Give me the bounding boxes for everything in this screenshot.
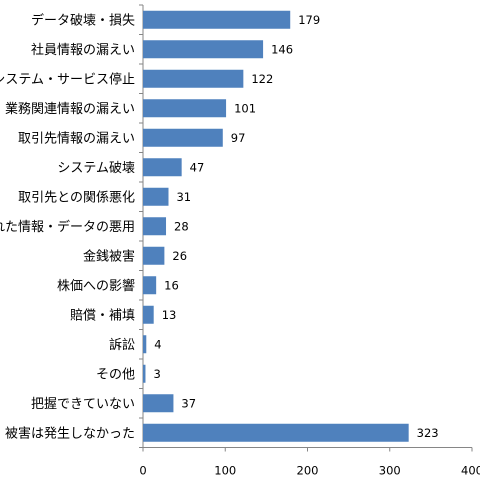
value-label: 26 xyxy=(172,249,187,263)
bar xyxy=(143,364,146,383)
value-label: 16 xyxy=(164,278,179,292)
value-label: 179 xyxy=(298,13,320,27)
value-labels: 179 146 122 101 97 47 31 28 26 16 13 4 3 37 323 xyxy=(153,13,438,440)
category-label: システム・サービス停止 xyxy=(0,71,135,87)
value-label: 31 xyxy=(176,190,191,204)
bar xyxy=(143,276,157,295)
category-label: システム破壊 xyxy=(57,161,135,176)
category-label: 把握できていない xyxy=(31,397,135,412)
bar xyxy=(143,69,244,88)
value-label: 3 xyxy=(153,367,160,381)
value-label: 97 xyxy=(231,131,246,145)
bar xyxy=(143,158,182,177)
category-label: 業務関連情報の漏えい xyxy=(5,101,135,117)
value-label: 4 xyxy=(154,337,161,351)
x-ticks: 0 100 200 300 400 xyxy=(139,4,480,478)
category-label: 盗まれた情報・データの悪用 xyxy=(0,219,135,235)
bar xyxy=(143,10,291,29)
category-label: データ破壊・損失 xyxy=(31,12,135,28)
category-label: 取引先との関係悪化 xyxy=(18,190,135,205)
bar xyxy=(143,246,165,265)
value-label: 47 xyxy=(190,160,205,174)
x-tick-label: 400 xyxy=(461,464,480,478)
value-label: 323 xyxy=(417,426,439,440)
bar xyxy=(143,305,154,324)
bar xyxy=(143,423,409,442)
bars xyxy=(143,10,409,442)
value-label: 28 xyxy=(174,219,189,233)
category-label: 株価への影響 xyxy=(57,278,135,294)
bar xyxy=(143,335,147,354)
bar xyxy=(143,187,169,206)
category-label: その他 xyxy=(96,367,135,382)
x-tick-label: 0 xyxy=(139,464,146,478)
bar xyxy=(143,99,227,118)
category-label: 金銭被害 xyxy=(83,248,135,264)
bar xyxy=(143,128,223,147)
bar xyxy=(143,217,167,236)
category-label: 取引先情報の漏えい xyxy=(18,130,135,146)
category-label: 訴訟 xyxy=(109,337,135,353)
bar xyxy=(143,40,264,59)
bar xyxy=(143,394,174,413)
x-tick-label: 200 xyxy=(297,464,319,478)
category-labels: データ破壊・損失社員情報の漏えいシステム・サービス停止業務関連情報の漏えい取引先… xyxy=(0,12,135,441)
x-tick-label: 100 xyxy=(214,464,236,478)
category-label: 社員情報の漏えい xyxy=(31,42,135,58)
value-label: 101 xyxy=(234,101,256,115)
value-label: 122 xyxy=(251,72,273,86)
category-label: 被害は発生しなかった xyxy=(5,425,135,441)
category-label: 賠償・補填 xyxy=(70,308,135,323)
value-label: 13 xyxy=(162,308,177,322)
x-tick-label: 300 xyxy=(379,464,401,478)
value-label: 37 xyxy=(181,396,196,410)
value-label: 146 xyxy=(271,42,293,56)
